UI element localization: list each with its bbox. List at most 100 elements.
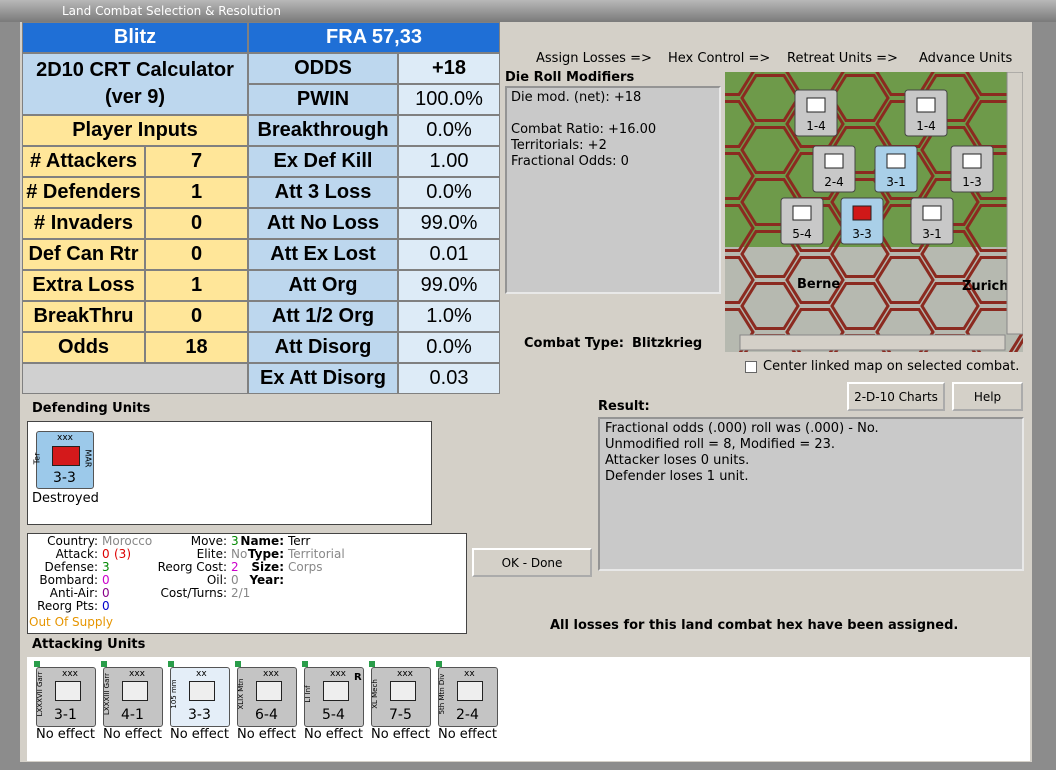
result-label: Att Org	[248, 270, 398, 301]
info-value: Terr	[288, 534, 311, 548]
modifier-line: Combat Ratio: +16.00	[511, 122, 657, 137]
result-label: Att 1/2 Org	[248, 301, 398, 332]
attacker-counter[interactable]: xxx LXXXVII Garr 3-1	[36, 667, 96, 727]
unit-status: Destroyed	[32, 491, 99, 506]
counter-strength: 5-4	[792, 227, 812, 241]
result-label: Att Disorg	[248, 332, 398, 363]
counter-strength: 3-3	[852, 227, 872, 241]
counter-symbol	[886, 153, 906, 169]
attacker-counter[interactable]: xxx XLIX Mtn 6-4	[237, 667, 297, 727]
info-label: Size:	[251, 560, 284, 574]
message: All losses for this land combat hex have…	[550, 618, 959, 633]
counter-symbol	[922, 205, 942, 221]
unit-indicator	[34, 661, 40, 667]
unit-strength: 4-1	[121, 707, 144, 723]
unit-size: xx	[464, 669, 475, 679]
hexside	[725, 72, 755, 97]
counter-strength: 1-4	[916, 119, 936, 133]
attacker-counter[interactable]: xxx LI Inf R 5-4	[304, 667, 364, 727]
unit-indicator	[436, 661, 442, 667]
result-label: Breakthrough	[248, 115, 398, 146]
unit-indicator	[101, 661, 107, 667]
charts-button[interactable]: 2-D-10 Charts	[847, 382, 945, 411]
map-counter	[780, 197, 824, 245]
input-label: # Defenders	[22, 177, 145, 208]
info-value: 2/1	[231, 586, 251, 600]
defender-counter: xxx Ter MAR 3-3	[32, 431, 94, 489]
unit-side: MAR	[83, 449, 93, 468]
ok-button[interactable]: OK - Done	[472, 548, 592, 577]
unit-size: xxx	[62, 669, 78, 679]
tab[interactable]: Hex Control =>	[668, 51, 771, 66]
unit-indicator	[302, 661, 308, 667]
help-button[interactable]: Help	[952, 382, 1023, 411]
info-value: 3	[102, 560, 110, 574]
info-label: Type:	[247, 547, 284, 561]
unit-side: 5th Mtn Div	[438, 673, 446, 715]
info-label: Country:	[47, 534, 98, 548]
unit-flag: R	[354, 672, 362, 683]
info-value: Morocco	[102, 534, 153, 548]
info-label: Oil:	[206, 573, 227, 587]
tab[interactable]: Retreat Units =>	[787, 51, 898, 66]
result-value: +18	[398, 53, 500, 84]
counter-symbol	[824, 153, 844, 169]
info-label: Name:	[240, 534, 284, 548]
unit-side: Ter	[32, 452, 42, 465]
info-label: Reorg Cost:	[157, 560, 227, 574]
info-label: Cost/Turns:	[160, 586, 227, 600]
map-counter	[910, 197, 954, 245]
unit-status: No effect	[36, 727, 96, 742]
result-value: 0.0%	[398, 115, 500, 146]
result-value: 1.0%	[398, 301, 500, 332]
hexside	[740, 73, 800, 123]
checkbox[interactable]	[745, 361, 757, 373]
map[interactable]: 1-4 1-4 2-4 3-1 1-3 5-4 3-3 3-1 Berne Zurich	[725, 72, 1023, 352]
attacker-counter[interactable]: xxx LXXXIII Garr 4-1	[103, 667, 163, 727]
counter-symbol	[852, 205, 872, 221]
v-scrollbar	[1006, 72, 1023, 335]
unit-strength: 3-3	[53, 470, 76, 486]
result-value: 0.0%	[398, 332, 500, 363]
attacker-counter[interactable]: xx 5th Mtn Div 2-4	[438, 667, 498, 727]
blank-cell	[22, 363, 248, 394]
info-label: Bombard:	[39, 573, 98, 587]
hexside	[725, 255, 755, 305]
result-line: Attacker loses 0 units.	[605, 453, 750, 468]
title-bar: Land Combat Selection & Resolution	[0, 0, 1056, 22]
result-value: 0.0%	[398, 177, 500, 208]
info-label: Attack:	[55, 547, 98, 561]
info-value: (3)	[114, 547, 131, 561]
modifier-line: Territorials: +2	[511, 138, 607, 153]
tab[interactable]: Advance Units	[919, 51, 1013, 66]
attacking-panel: xxx LXXXVII Garr 3-1 No effect xxx LXXXIII Ga…	[27, 657, 1030, 761]
info-value: Corps	[288, 560, 323, 574]
unit-size: xxx	[263, 669, 279, 679]
defending-panel: xxx Ter MAR 3-3 Destroyed	[27, 421, 432, 525]
input-label: # Invaders	[22, 208, 145, 239]
input-value: 0	[145, 301, 248, 332]
info-value: 0	[102, 599, 110, 613]
hexside	[725, 99, 755, 149]
map-counter	[794, 89, 838, 137]
result-label: Att No Loss	[248, 208, 398, 239]
attacker-counter[interactable]: xx 105 mm 3-3	[170, 667, 230, 727]
hexside	[920, 229, 980, 279]
attacker-counter[interactable]: xxx XL Mech 7-5	[371, 667, 431, 727]
hexside	[740, 281, 800, 331]
result-value: 0.03	[398, 363, 500, 394]
modifier-line: Die mod. (net): +18	[511, 90, 642, 105]
unit-symbol	[122, 681, 148, 701]
unit-side: LI Inf	[304, 685, 312, 703]
input-label: Extra Loss	[22, 270, 145, 301]
info-label: Anti-Air:	[49, 586, 98, 600]
counter-strength: 2-4	[824, 175, 844, 189]
tab[interactable]: Assign Losses =>	[536, 51, 652, 66]
counter-strength: 1-4	[806, 119, 826, 133]
result-line: Defender loses 1 unit.	[605, 469, 749, 484]
hexside	[725, 151, 755, 201]
modifiers-panel: Die mod. (net): +18 Combat Ratio: +16.00 T…	[505, 86, 721, 294]
hexside	[920, 281, 980, 331]
unit-side: 105 mm	[170, 679, 178, 709]
hexside	[875, 307, 935, 352]
